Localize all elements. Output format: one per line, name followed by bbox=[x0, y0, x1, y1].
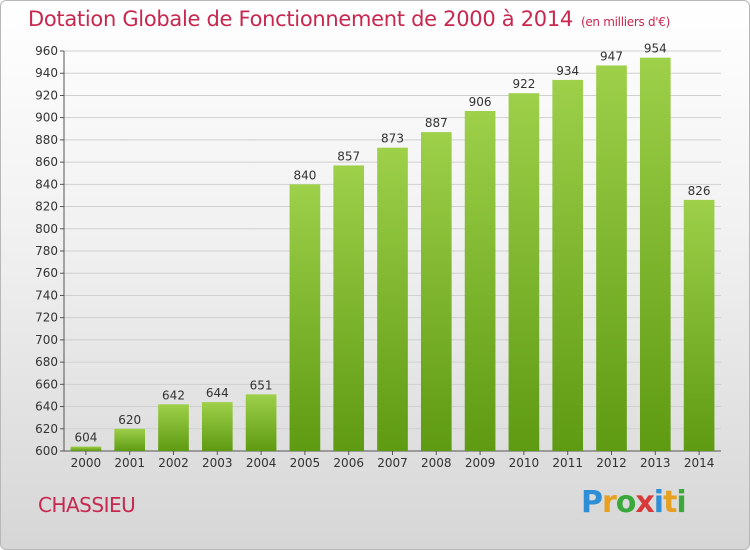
x-tick-label: 2009 bbox=[465, 456, 496, 470]
y-tick-label: 900 bbox=[35, 111, 58, 125]
y-tick-label: 760 bbox=[35, 266, 58, 280]
proxiti-logo: Proxiti bbox=[581, 485, 687, 520]
y-tick-label: 780 bbox=[35, 244, 58, 258]
chart-title-text: Dotation Globale de Fonctionnement de 20… bbox=[28, 7, 573, 31]
chart-unit: (en milliers d'€) bbox=[580, 15, 670, 29]
data-label: 857 bbox=[337, 149, 360, 163]
bar bbox=[158, 404, 189, 451]
bar bbox=[289, 184, 321, 452]
data-label: 934 bbox=[556, 64, 579, 78]
y-tick-label: 700 bbox=[35, 333, 58, 347]
y-tick-label: 860 bbox=[35, 155, 58, 169]
y-tick-label: 620 bbox=[35, 422, 58, 436]
data-label: 947 bbox=[600, 49, 623, 63]
bar bbox=[377, 147, 408, 451]
x-tick-label: 2004 bbox=[246, 456, 277, 470]
x-tick-label: 2008 bbox=[421, 456, 452, 470]
y-tick-label: 680 bbox=[35, 355, 58, 369]
data-label: 906 bbox=[469, 95, 492, 109]
data-label: 644 bbox=[206, 386, 229, 400]
bar bbox=[70, 446, 102, 451]
x-tick-label: 2012 bbox=[596, 456, 627, 470]
data-label: 642 bbox=[162, 388, 185, 402]
x-tick-label: 2001 bbox=[114, 456, 145, 470]
bar bbox=[596, 65, 627, 451]
x-tick-label: 2007 bbox=[377, 456, 408, 470]
y-tick-label: 960 bbox=[35, 44, 58, 58]
chart-title: Dotation Globale de Fonctionnement de 20… bbox=[28, 7, 670, 31]
x-tick-label: 2013 bbox=[640, 456, 671, 470]
bar bbox=[420, 132, 452, 451]
data-label: 922 bbox=[512, 77, 535, 91]
bar bbox=[201, 402, 233, 451]
y-tick-label: 800 bbox=[35, 222, 58, 236]
data-label: 887 bbox=[425, 116, 448, 130]
bar bbox=[639, 57, 671, 452]
x-tick-label: 2002 bbox=[158, 456, 189, 470]
commune-name: CHASSIEU bbox=[38, 493, 136, 517]
y-tick-label: 840 bbox=[35, 177, 58, 191]
x-tick-label: 2003 bbox=[202, 456, 233, 470]
y-tick-label: 880 bbox=[35, 133, 58, 147]
data-label: 651 bbox=[250, 378, 273, 392]
y-tick-label: 660 bbox=[35, 377, 58, 391]
x-tick-label: 2010 bbox=[509, 456, 540, 470]
y-tick-label: 720 bbox=[35, 311, 58, 325]
x-tick-label: 2014 bbox=[684, 456, 715, 470]
bar bbox=[333, 165, 365, 451]
data-label: 826 bbox=[688, 184, 711, 198]
x-tick-label: 2011 bbox=[552, 456, 583, 470]
x-tick-label: 2000 bbox=[71, 456, 102, 470]
y-tick-label: 640 bbox=[35, 400, 58, 414]
bar bbox=[683, 199, 715, 451]
data-label: 840 bbox=[293, 168, 316, 182]
bar bbox=[508, 93, 540, 451]
y-tick-label: 920 bbox=[35, 88, 58, 102]
x-tick-label: 2006 bbox=[333, 456, 364, 470]
data-label: 604 bbox=[74, 431, 97, 445]
bar bbox=[464, 111, 496, 451]
y-tick-label: 600 bbox=[35, 444, 58, 458]
bar bbox=[245, 394, 277, 451]
data-label: 620 bbox=[118, 413, 141, 427]
y-tick-label: 820 bbox=[35, 200, 58, 214]
y-tick-label: 740 bbox=[35, 288, 58, 302]
x-tick-label: 2005 bbox=[290, 456, 321, 470]
data-label: 954 bbox=[644, 42, 667, 56]
bar bbox=[114, 428, 146, 451]
data-label: 873 bbox=[381, 132, 404, 146]
bar bbox=[552, 79, 584, 451]
y-tick-label: 940 bbox=[35, 66, 58, 80]
